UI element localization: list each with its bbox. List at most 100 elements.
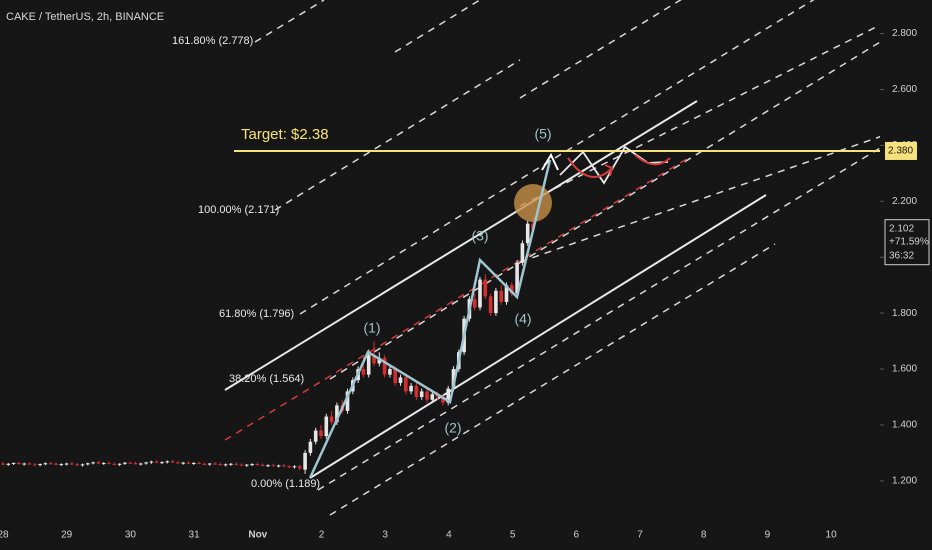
fib-line xyxy=(329,243,776,516)
candle-body xyxy=(117,463,122,465)
wave-label: (4) xyxy=(514,311,531,327)
candle-body xyxy=(404,377,408,392)
x-tick-label: 30 xyxy=(125,530,137,541)
candle-body xyxy=(107,462,111,464)
candle-body xyxy=(218,464,223,466)
candle-body xyxy=(483,279,488,297)
candle-body xyxy=(478,279,482,308)
red-arrow-head xyxy=(604,164,614,177)
y-tick-label: 2.600 xyxy=(892,84,917,95)
y-tick-label: 2.800 xyxy=(892,28,917,39)
candle-body xyxy=(91,462,95,464)
candle-body xyxy=(11,462,16,464)
candle-body xyxy=(319,430,323,437)
chart-title: CAKE / TetherUS, 2h, BINANCE xyxy=(6,11,164,23)
fib-line xyxy=(299,0,815,315)
candle-body xyxy=(75,464,79,466)
candle-body xyxy=(250,464,254,466)
candle-body xyxy=(86,463,90,465)
candle-body xyxy=(59,464,64,466)
last-price-tag xyxy=(884,219,930,266)
candle-body xyxy=(213,463,217,465)
candle-body xyxy=(160,462,164,464)
candle-body xyxy=(419,391,424,397)
candle-body xyxy=(139,463,143,465)
candle-body xyxy=(207,463,212,465)
wave-path xyxy=(308,159,552,479)
candle-body xyxy=(165,461,170,463)
candle-body xyxy=(308,441,313,453)
candle-body xyxy=(266,465,270,467)
candle-body xyxy=(181,462,185,464)
candle-body xyxy=(154,461,159,463)
red-arrow xyxy=(567,157,613,178)
x-tick-label: 9 xyxy=(765,530,771,541)
drawings: Target: $2.38 xyxy=(224,0,891,516)
wave-label: (1) xyxy=(363,320,380,336)
candle-body xyxy=(48,463,53,465)
x-tick-label: 3 xyxy=(382,530,388,541)
highlight-circle xyxy=(514,184,552,222)
candle-body xyxy=(186,462,191,464)
y-tick-label: 1.200 xyxy=(892,476,917,487)
candle-body xyxy=(345,391,350,411)
x-tick-label: 2 xyxy=(319,530,325,541)
candle-body xyxy=(128,462,132,464)
candle-body xyxy=(197,462,201,464)
candle-body xyxy=(488,296,493,314)
candle-body xyxy=(176,462,180,464)
candle-body xyxy=(441,396,445,403)
wave-label: (2) xyxy=(444,420,461,436)
candle-body xyxy=(409,385,413,392)
candle-body xyxy=(324,416,329,437)
y-tick-label: 1.600 xyxy=(892,364,917,375)
candle-body xyxy=(425,391,429,400)
candle-body xyxy=(149,461,154,463)
x-axis-strip xyxy=(0,520,932,550)
x-tick-label: 5 xyxy=(510,530,516,541)
target-label: Target: $2.38 xyxy=(241,126,329,143)
fib-label: 0.00% (1.189) xyxy=(251,478,320,490)
fib-line xyxy=(519,0,682,99)
candle-body xyxy=(38,464,42,466)
candle-body xyxy=(54,463,58,465)
candle-body xyxy=(70,463,74,465)
candle-body xyxy=(510,285,514,294)
wave-label: (5) xyxy=(534,126,551,142)
candle-body xyxy=(393,369,397,384)
fib-label: 38.20% (1.564) xyxy=(229,373,304,385)
candle-body xyxy=(245,464,249,466)
wave-label: (3) xyxy=(471,228,488,244)
candle-body xyxy=(451,369,456,389)
candle-body xyxy=(6,463,11,465)
projection-path xyxy=(559,145,669,185)
y-tick-label: 1.800 xyxy=(892,308,917,319)
target-price-tag xyxy=(885,141,917,160)
candle-body xyxy=(64,463,69,465)
candle-body xyxy=(260,464,265,466)
candle-body xyxy=(287,466,291,468)
target-price-label: 2.380 xyxy=(888,146,913,157)
last-price-label: 2.102 xyxy=(889,223,914,234)
candle-body xyxy=(335,405,339,423)
candle-body xyxy=(80,464,85,466)
fib-line xyxy=(254,0,325,43)
fib-label: 61.80% (1.796) xyxy=(219,308,294,320)
candle-body xyxy=(388,369,392,375)
candle-body xyxy=(229,463,233,465)
candle-body xyxy=(520,243,525,263)
candle-body xyxy=(144,462,148,464)
countdown-label: 36:32 xyxy=(889,250,914,261)
candle-body xyxy=(504,285,509,302)
candle-body xyxy=(234,463,238,465)
candle-body xyxy=(303,452,307,470)
candle-body xyxy=(282,465,286,467)
x-tick-label: 4 xyxy=(446,530,452,541)
candle-body xyxy=(472,299,477,308)
candle-body xyxy=(366,355,371,375)
fib-label: 161.80% (2.778) xyxy=(172,35,253,47)
candle-body xyxy=(313,430,318,442)
candle-body xyxy=(292,466,297,468)
